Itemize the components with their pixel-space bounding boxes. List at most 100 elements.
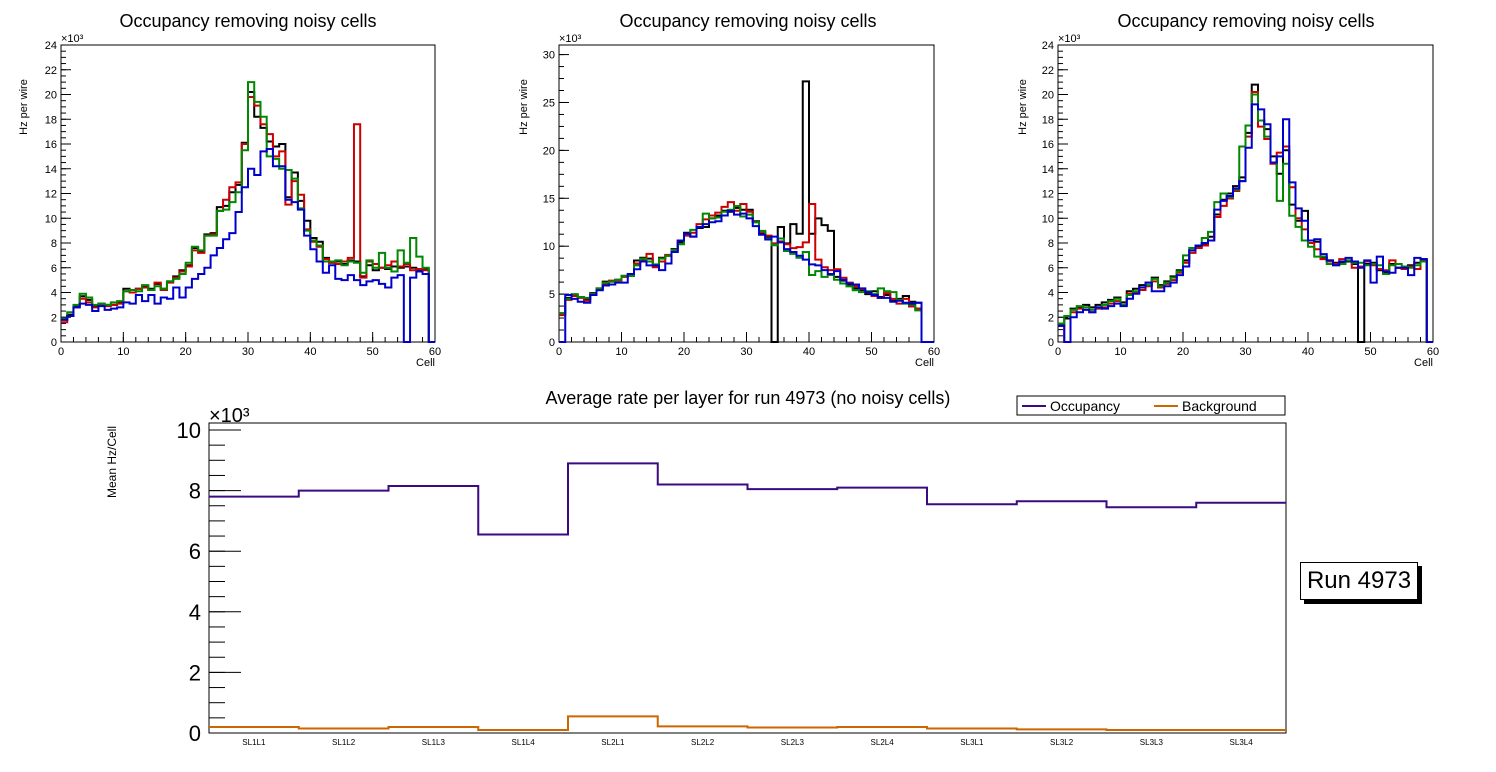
y-tick-label: 25 bbox=[543, 97, 555, 109]
y-tick-label: 14 bbox=[1042, 164, 1054, 176]
y-tick-label: 12 bbox=[1042, 189, 1054, 201]
chart-title: Occupancy removing noisy cells bbox=[619, 11, 876, 31]
y-axis-label: Mean Hz/Cell bbox=[105, 426, 119, 498]
chart-title: Occupancy removing noisy cells bbox=[119, 11, 376, 31]
legend: Occupancy Background bbox=[1016, 395, 1286, 416]
series-line-l4-blue bbox=[61, 147, 435, 343]
y-tick-label: 5 bbox=[549, 289, 555, 301]
top-middle-histogram-panel: Occupancy removing noisy cells 0 5 10 15 20 25… bbox=[518, 11, 940, 369]
y-exponent-label: ×10³ bbox=[559, 33, 582, 45]
plot-frame bbox=[208, 422, 1287, 734]
x-tick-label: 60 bbox=[928, 346, 940, 358]
y-exponent-label: ×10³ bbox=[209, 405, 250, 427]
x-tick-label: 40 bbox=[1302, 346, 1314, 358]
y-tick-label: 2 bbox=[1048, 312, 1054, 324]
y-tick-label: 16 bbox=[45, 139, 57, 151]
y-tick-label: 10 bbox=[543, 241, 555, 253]
y-tick-label: 10 bbox=[177, 418, 201, 443]
series-line-l2-red bbox=[559, 201, 934, 343]
y-axis-label: Hz per wire bbox=[518, 79, 530, 135]
y-tick-label: 0 bbox=[549, 337, 555, 349]
x-tick-label: 0 bbox=[1055, 346, 1061, 358]
y-tick-label: 2 bbox=[51, 312, 57, 324]
x-category-label: SL3L2 bbox=[1050, 738, 1074, 747]
series-line-occupancy bbox=[209, 462, 1286, 536]
legend-label-occupancy: Occupancy bbox=[1050, 398, 1120, 414]
x-tick-label: 20 bbox=[678, 346, 690, 358]
x-tick-label: 30 bbox=[242, 346, 254, 358]
y-tick-label: 10 bbox=[45, 213, 57, 225]
series-line-l3-green bbox=[559, 204, 934, 343]
y-axis-label: Hz per wire bbox=[18, 79, 30, 135]
y-tick-label: 24 bbox=[45, 40, 57, 52]
x-category-label: SL3L1 bbox=[960, 738, 984, 747]
y-tick-label: 6 bbox=[51, 263, 57, 275]
x-category-label: SL3L3 bbox=[1140, 738, 1164, 747]
y-tick-label: 4 bbox=[51, 288, 57, 300]
x-category-label: SL3L4 bbox=[1230, 738, 1254, 747]
series-line-l3-green bbox=[61, 81, 435, 343]
y-tick-label: 0 bbox=[51, 337, 57, 349]
legend-box bbox=[1016, 395, 1286, 416]
x-category-label: SL1L3 bbox=[422, 738, 446, 747]
y-tick-label: 20 bbox=[1042, 90, 1054, 102]
x-tick-label: 30 bbox=[740, 346, 752, 358]
x-tick-label: 60 bbox=[1427, 346, 1439, 358]
y-tick-label: 16 bbox=[1042, 139, 1054, 151]
y-tick-label: 22 bbox=[45, 65, 57, 77]
x-tick-label: 0 bbox=[556, 346, 562, 358]
y-tick-label: 14 bbox=[45, 164, 57, 176]
x-category-label: SL1L2 bbox=[332, 738, 356, 747]
x-tick-label: 20 bbox=[1177, 346, 1189, 358]
series-line-background bbox=[209, 715, 1286, 731]
x-axis-label: Cell bbox=[1414, 357, 1433, 369]
y-tick-label: 20 bbox=[45, 90, 57, 102]
x-tick-label: 40 bbox=[304, 346, 316, 358]
y-tick-label: 18 bbox=[45, 114, 57, 126]
legend-label-background: Background bbox=[1182, 398, 1257, 414]
run-label: Run 4973 bbox=[1306, 567, 1412, 594]
y-tick-label: 6 bbox=[189, 539, 201, 564]
x-tick-label: 0 bbox=[58, 346, 64, 358]
x-tick-label: 40 bbox=[803, 346, 815, 358]
top-left-histogram-panel: Occupancy removing noisy cells0246810121… bbox=[18, 11, 441, 369]
chart-title: Occupancy removing noisy cells bbox=[1117, 11, 1374, 31]
y-tick-label: 30 bbox=[543, 50, 555, 62]
series-line-l4-blue bbox=[1058, 103, 1433, 343]
y-tick-label: 0 bbox=[1048, 337, 1054, 349]
y-tick-label: 8 bbox=[189, 479, 201, 504]
x-tick-label: 50 bbox=[367, 346, 379, 358]
x-tick-label: 50 bbox=[1364, 346, 1376, 358]
x-category-label: SL1L4 bbox=[512, 738, 536, 747]
x-category-label: SL2L3 bbox=[781, 738, 805, 747]
y-axis-label: Hz per wire bbox=[1017, 79, 1029, 135]
x-category-label: SL2L2 bbox=[691, 738, 715, 747]
y-tick-label: 18 bbox=[1042, 114, 1054, 126]
y-tick-label: 22 bbox=[1042, 65, 1054, 77]
x-tick-label: 60 bbox=[429, 346, 441, 358]
y-tick-label: 20 bbox=[543, 145, 555, 157]
x-tick-label: 30 bbox=[1239, 346, 1251, 358]
y-tick-label: 12 bbox=[45, 189, 57, 201]
y-tick-label: 24 bbox=[1042, 40, 1054, 52]
y-tick-label: 8 bbox=[51, 238, 57, 250]
y-tick-label: 4 bbox=[1048, 288, 1054, 300]
chart-title: Average rate per layer for run 4973 (no … bbox=[546, 388, 951, 408]
run-label-box: Run 4973 bbox=[1300, 562, 1418, 600]
average-rate-panel: Average rate per layer for run 4973 (no … bbox=[105, 388, 1287, 747]
x-category-label: SL2L1 bbox=[601, 738, 625, 747]
x-tick-label: 10 bbox=[1114, 346, 1126, 358]
x-axis-label: Cell bbox=[915, 357, 934, 369]
y-tick-label: 0 bbox=[189, 721, 201, 746]
series-line-l4-blue bbox=[559, 209, 934, 343]
y-exponent-label: ×10³ bbox=[1058, 33, 1081, 45]
x-tick-label: 50 bbox=[865, 346, 877, 358]
x-category-label: SL2L4 bbox=[871, 738, 895, 747]
y-tick-label: 2 bbox=[189, 660, 201, 685]
top-right-histogram-panel: Occupancy removing noisy cells0246810121… bbox=[1017, 11, 1439, 369]
x-category-label: SL1L1 bbox=[242, 738, 266, 747]
x-tick-label: 20 bbox=[180, 346, 192, 358]
x-tick-label: 10 bbox=[615, 346, 627, 358]
x-axis-label: Cell bbox=[416, 357, 435, 369]
